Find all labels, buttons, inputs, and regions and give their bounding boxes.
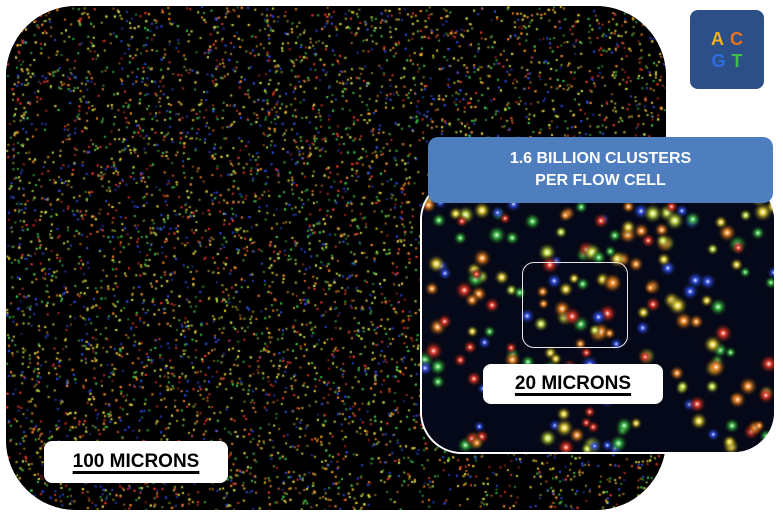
logo-letter-t: T <box>731 50 743 71</box>
logo-letter-g: G <box>711 50 726 71</box>
zoom-region-box <box>522 262 628 348</box>
banner-line-2: PER FLOW CELL <box>535 172 666 189</box>
scale-text-small: 20 MICRONS <box>514 373 632 394</box>
zoomed-inset-image <box>422 180 774 452</box>
scale-text-large: 100 MICRONS <box>72 451 200 472</box>
zoomed-clusters-canvas <box>422 180 774 452</box>
banner-line-1: 1.6 BILLION CLUSTERS <box>509 150 692 167</box>
logo-letter-a: A <box>711 28 724 49</box>
cluster-count-banner: 1.6 BILLION CLUSTERS PER FLOW CELL <box>428 137 773 203</box>
scale-label-100-microns: 100 MICRONS <box>44 441 228 483</box>
logo-letter-c: C <box>730 28 743 49</box>
acgt-logo: A C G T <box>690 10 764 89</box>
scale-label-20-microns: 20 MICRONS <box>483 364 663 404</box>
